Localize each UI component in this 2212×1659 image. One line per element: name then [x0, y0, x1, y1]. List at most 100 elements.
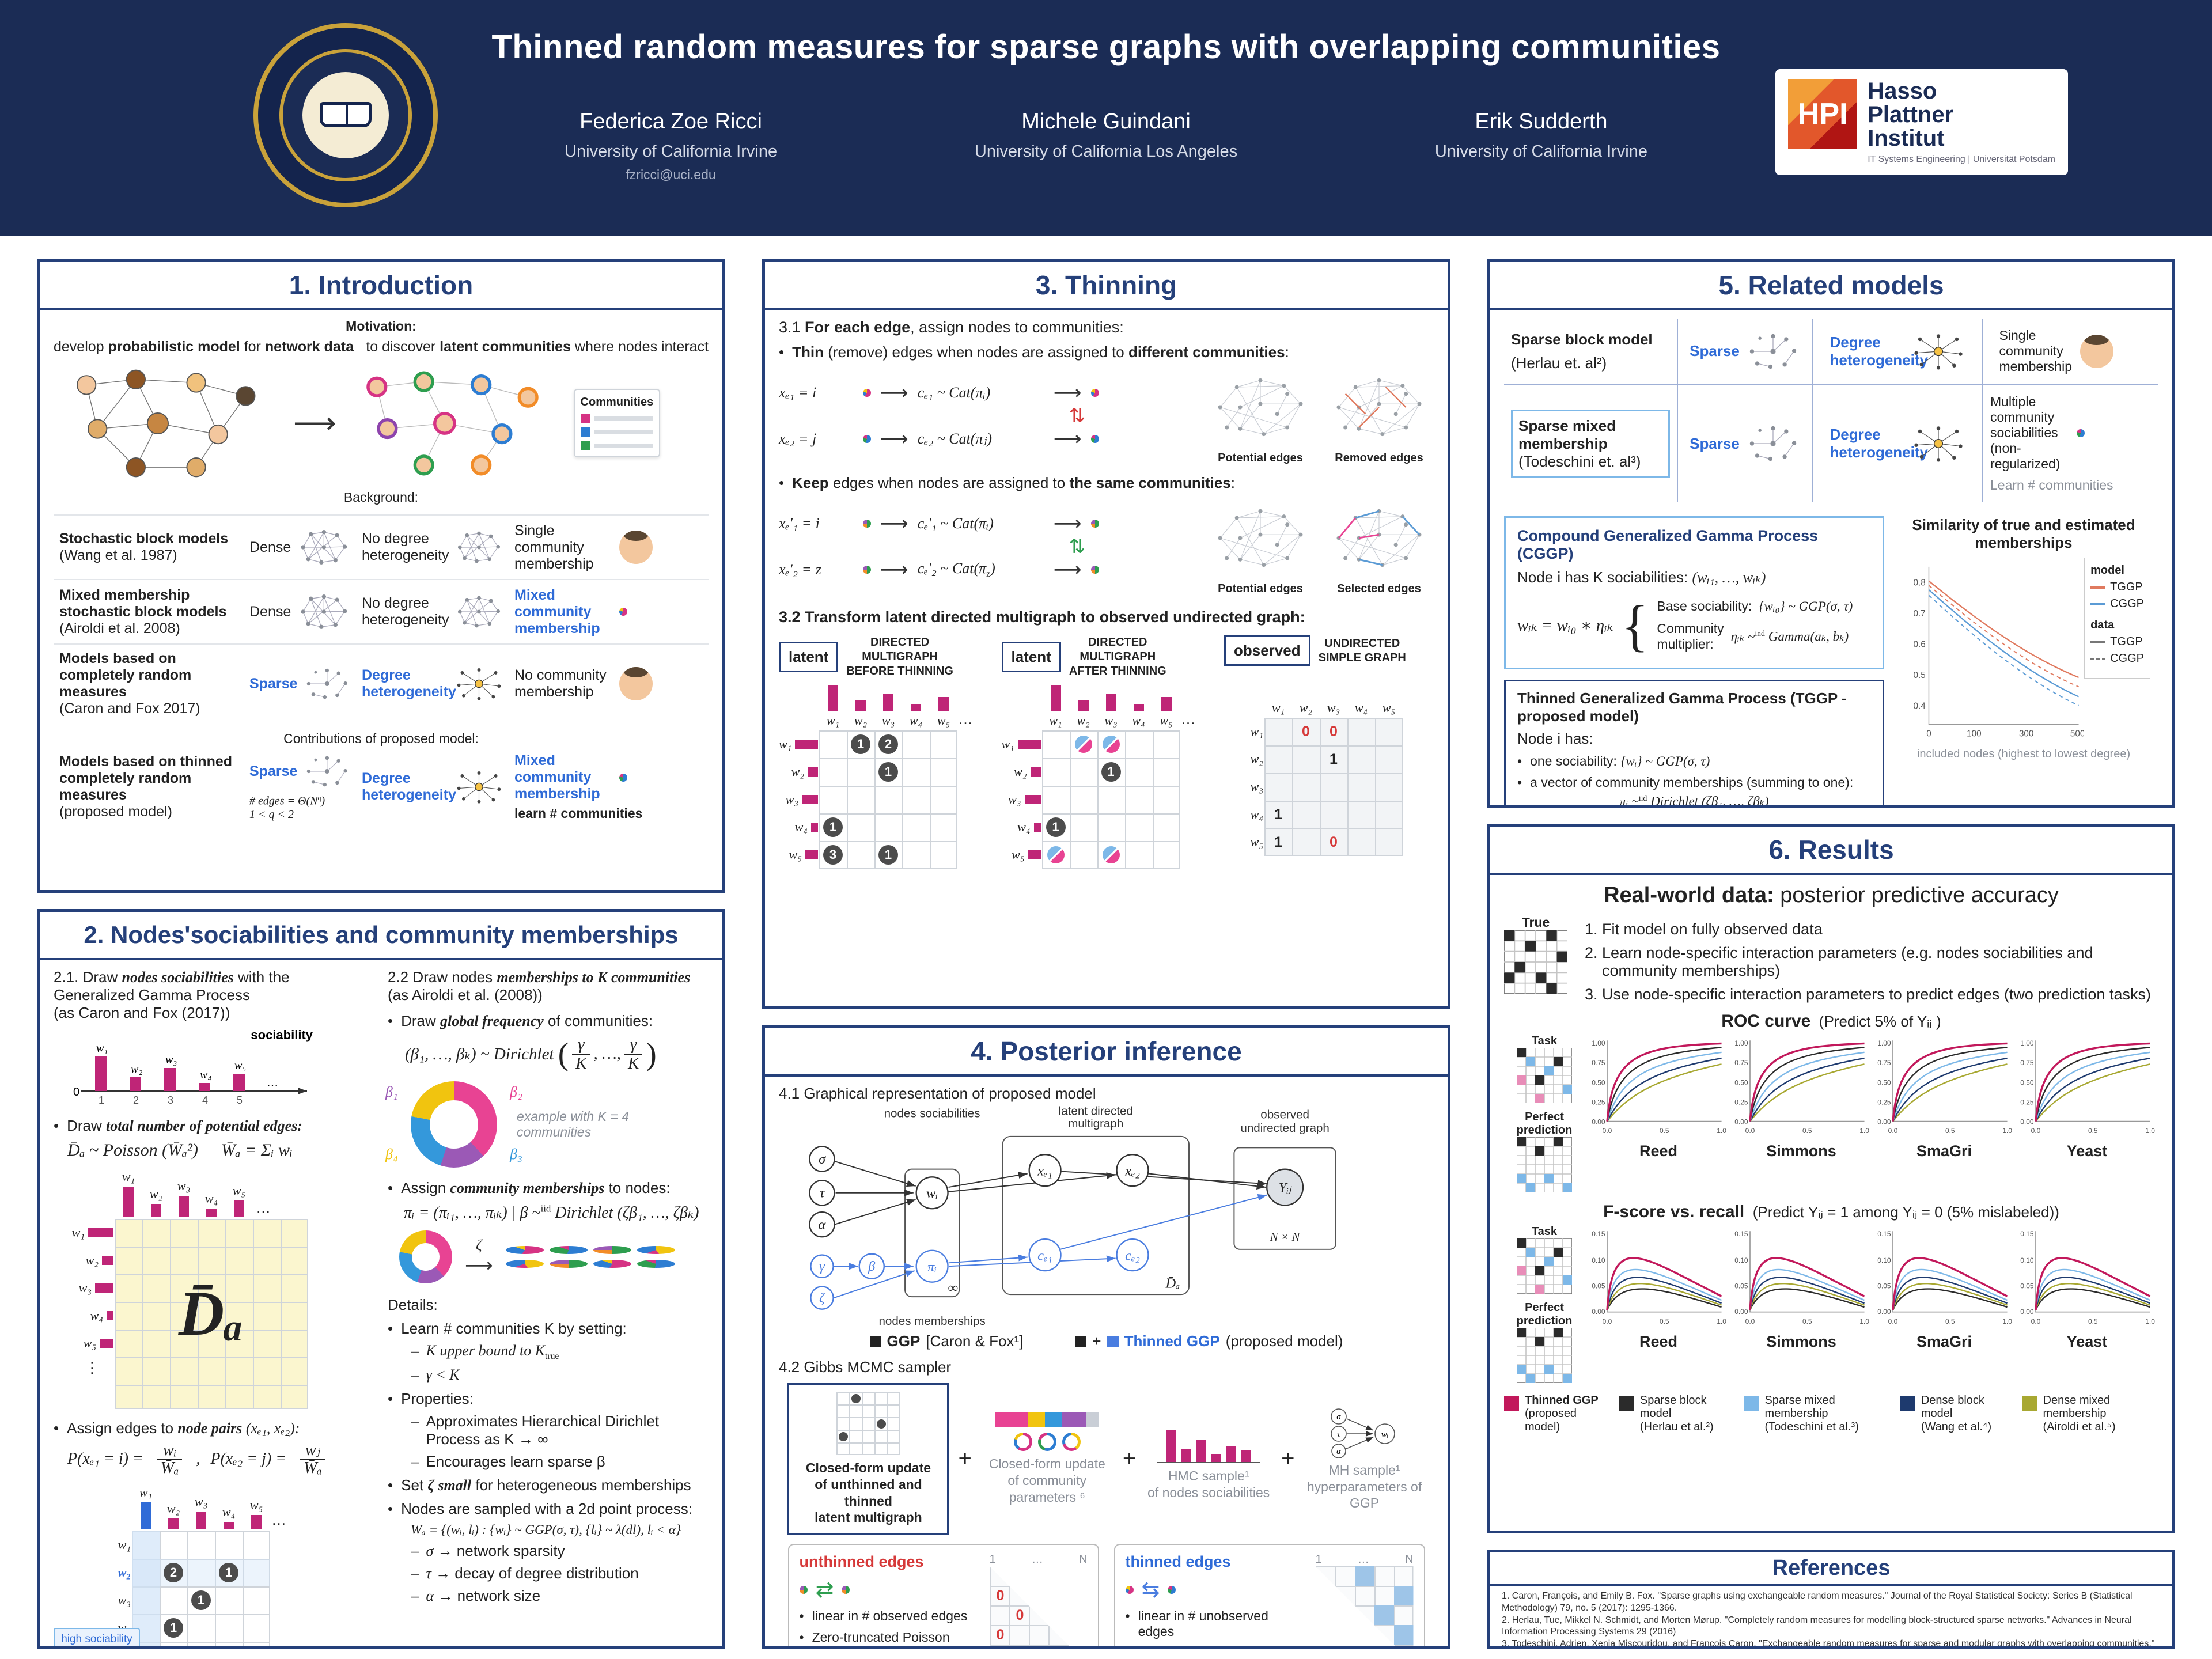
reference-item: 3. Todeschini, Adrien, Xenia Miscouridou… — [1502, 1639, 2155, 1649]
author-affiliation: University of California Irvine — [1434, 142, 1647, 161]
dense-network-icon — [298, 593, 350, 631]
ring-avatar-icon — [1037, 1433, 1056, 1452]
svg-text:wᵢ: wᵢ — [926, 1186, 938, 1202]
author-2: Michele Guindani University of Californi… — [975, 109, 1237, 183]
section-sociabilities: 2. Nodes'sociabilities and community mem… — [37, 909, 725, 1649]
mutual-edge-arrows: ⇆ — [1141, 1578, 1160, 1602]
ring-avatar-icon — [505, 1246, 544, 1254]
ring-avatar-icon — [863, 566, 871, 574]
svg-text:…: … — [267, 1077, 278, 1089]
communities-network-diagram — [366, 371, 539, 475]
svg-text:∞: ∞ — [948, 1280, 958, 1296]
keep-diagram: xₑ′₁ = i ⟶ cₑ′₁ ~ Cat(πᵢ) ⟶ ⇅ xₑ′₂ = z ⟶ c… — [779, 498, 1434, 596]
selected-edges-thumb: Selected edges — [1324, 498, 1434, 596]
svg-text:0.5: 0.5 — [1913, 671, 1925, 680]
small-pie-icon — [399, 1230, 452, 1283]
svg-text:nodes memberships: nodes memberships — [878, 1315, 985, 1328]
membership-assignment-diagram: ζ ⟶ — [399, 1230, 702, 1283]
chart-title: Similarity of true and estimated members… — [1912, 516, 2135, 551]
sociability-sketch: sociability 0 w₁ w₂ w₃ w₄ w₅ … 1 2 3 4 5 — [73, 1028, 313, 1106]
model-row-sbm: Stochastic block models (Wang et al. 1987… — [54, 514, 709, 579]
formula-poisson: D̄ₐ ~ Poisson (W̄ₐ²) — [67, 1141, 198, 1160]
fscore-plot-smagri: SmaGri — [1875, 1225, 2013, 1351]
fscore-plot-yeast: Yeast — [2018, 1225, 2156, 1351]
section-posterior-inference: 4. Posterior inference 4.1 Graphical rep… — [762, 1025, 1450, 1649]
svg-text:cₑ₂: cₑ₂ — [1125, 1248, 1140, 1263]
author-affiliation: University of California Irvine — [565, 142, 778, 161]
author-3: Erik Sudderth University of California I… — [1435, 109, 1647, 183]
learn-communities-note: learn # communities — [514, 806, 643, 821]
poster-title: Thinned random measures for sparse graph… — [491, 28, 1721, 66]
legend-swatch — [1504, 1396, 1519, 1411]
hub-network-icon — [1911, 333, 1966, 370]
procedure-steps: Fit model on fully observed data Learn n… — [1602, 915, 2158, 1003]
panel-observed: observed UNDIRECTED SIMPLE GRAPH w₁ w₂ w₃… — [1224, 635, 1434, 883]
svg-text:σ: σ — [819, 1152, 826, 1167]
different-communities-arrows: ⇅ — [1069, 405, 1086, 427]
author-name: Federica Zoe Ricci — [579, 109, 762, 134]
author-name: Michele Guindani — [1021, 109, 1191, 134]
svg-text:α: α — [1336, 1447, 1342, 1456]
network-icon — [455, 593, 503, 630]
svg-text:nodes sociabilities: nodes sociabilities — [884, 1107, 980, 1120]
legend-swatch — [1744, 1396, 1759, 1411]
high-sociability-badge: high sociability⇒high degree — [54, 1627, 140, 1646]
potential-edges-thumb: Potential edges — [1206, 498, 1315, 596]
svg-text:w₅: w₅ — [234, 1059, 246, 1072]
avatar-icon — [619, 667, 653, 700]
section-thinning: 3. Thinning 3.1 For each edge, assign no… — [762, 259, 1450, 1009]
author-list: Federica Zoe Ricci University of Califor… — [565, 109, 1647, 183]
perfect-grid-thumb — [1517, 1328, 1572, 1383]
ring-avatar-icon — [549, 1260, 588, 1268]
graphical-model: nodes sociabilities latent directed mult… — [809, 1105, 1336, 1328]
potential-edges-grid: w₁ w₂ w₃ w₄ w₅ … w₁ w₂ w₃ w₄ w₅ ⋮ — [71, 1168, 330, 1410]
ring-avatar-icon — [1090, 389, 1099, 397]
motivation-text: develop probabilistic model for network … — [54, 339, 709, 355]
thinned-edges-box: thinned edges ⇆ linear in # unobserved e… — [1113, 1544, 1425, 1646]
avatar-icon — [2080, 334, 2113, 368]
hub-network-icon — [1911, 425, 1966, 462]
ring-avatar-grid — [505, 1246, 675, 1268]
same-communities-arrows: ⇅ — [1069, 536, 1086, 558]
svg-text:β: β — [868, 1259, 876, 1274]
svg-text:w₃: w₃ — [165, 1054, 177, 1066]
thinned-mark-icon — [1074, 736, 1092, 753]
svg-text:σ: σ — [1336, 1412, 1341, 1422]
D-alpha-symbol: D̄ₐ — [178, 1278, 244, 1349]
ring-avatar-icon — [1062, 1433, 1081, 1452]
legend-swatch — [1619, 1396, 1634, 1411]
multigraph-panels: latent DIRECTED MULTIGRAPH BEFORE THINNING… — [779, 635, 1434, 883]
ggp-swatch — [869, 1335, 881, 1347]
sparse-network-icon — [1745, 333, 1801, 370]
section-results: 6. Results Real-world data: posterior pr… — [1487, 824, 2175, 1533]
upper-triangle-matrix — [1315, 1566, 1414, 1646]
ring-avatar-icon — [1125, 1585, 1134, 1594]
arrow-icon: ⟶ — [293, 406, 336, 440]
roc-rail: Task Perfect prediction — [1504, 1035, 1585, 1196]
hub-network-icon — [455, 665, 503, 702]
ring-avatar-icon — [1090, 520, 1099, 528]
sparse-network-icon — [304, 752, 350, 790]
svg-text:πᵢ: πᵢ — [927, 1259, 937, 1275]
svg-text:latent directed: latent directed — [1059, 1105, 1133, 1118]
ring-avatar-icon — [1090, 566, 1099, 574]
ring-avatar-icon — [593, 1260, 631, 1268]
results-legend: Thinned GGP (proposed model) Sparse block… — [1504, 1394, 2158, 1434]
lower-triangle-matrix: 0 0 0 0 0 — [989, 1566, 1088, 1646]
task-grid-thumb — [1517, 1048, 1572, 1103]
roc-plot-yeast: Yeast — [2018, 1035, 2156, 1160]
sparse-network-icon — [1745, 425, 1801, 462]
tggp-box: Thinned Generalized Gamma Process (TGGP … — [1504, 680, 1884, 805]
thin-row-1: xₑ₁ = i ⟶ cₑ₁ ~ Cat(πᵢ) ⟶ — [779, 381, 1099, 404]
ring-avatar-icon — [1168, 1585, 1176, 1594]
author-1: Federica Zoe Ricci University of Califor… — [565, 109, 777, 183]
similarity-chart-block: Similarity of true and estimated members… — [1897, 516, 2150, 805]
ring-avatar-icon — [637, 1260, 675, 1268]
svg-text:300: 300 — [2019, 729, 2034, 738]
details-list: Learn # communities K by setting: K uppe… — [388, 1320, 702, 1605]
related-row-sparse-mixed: Sparse mixed membership (Todeschini et. a… — [1504, 384, 2158, 502]
book-icon — [320, 102, 372, 127]
svg-text:observed: observed — [1260, 1108, 1309, 1121]
sparse-network-icon — [304, 665, 350, 703]
